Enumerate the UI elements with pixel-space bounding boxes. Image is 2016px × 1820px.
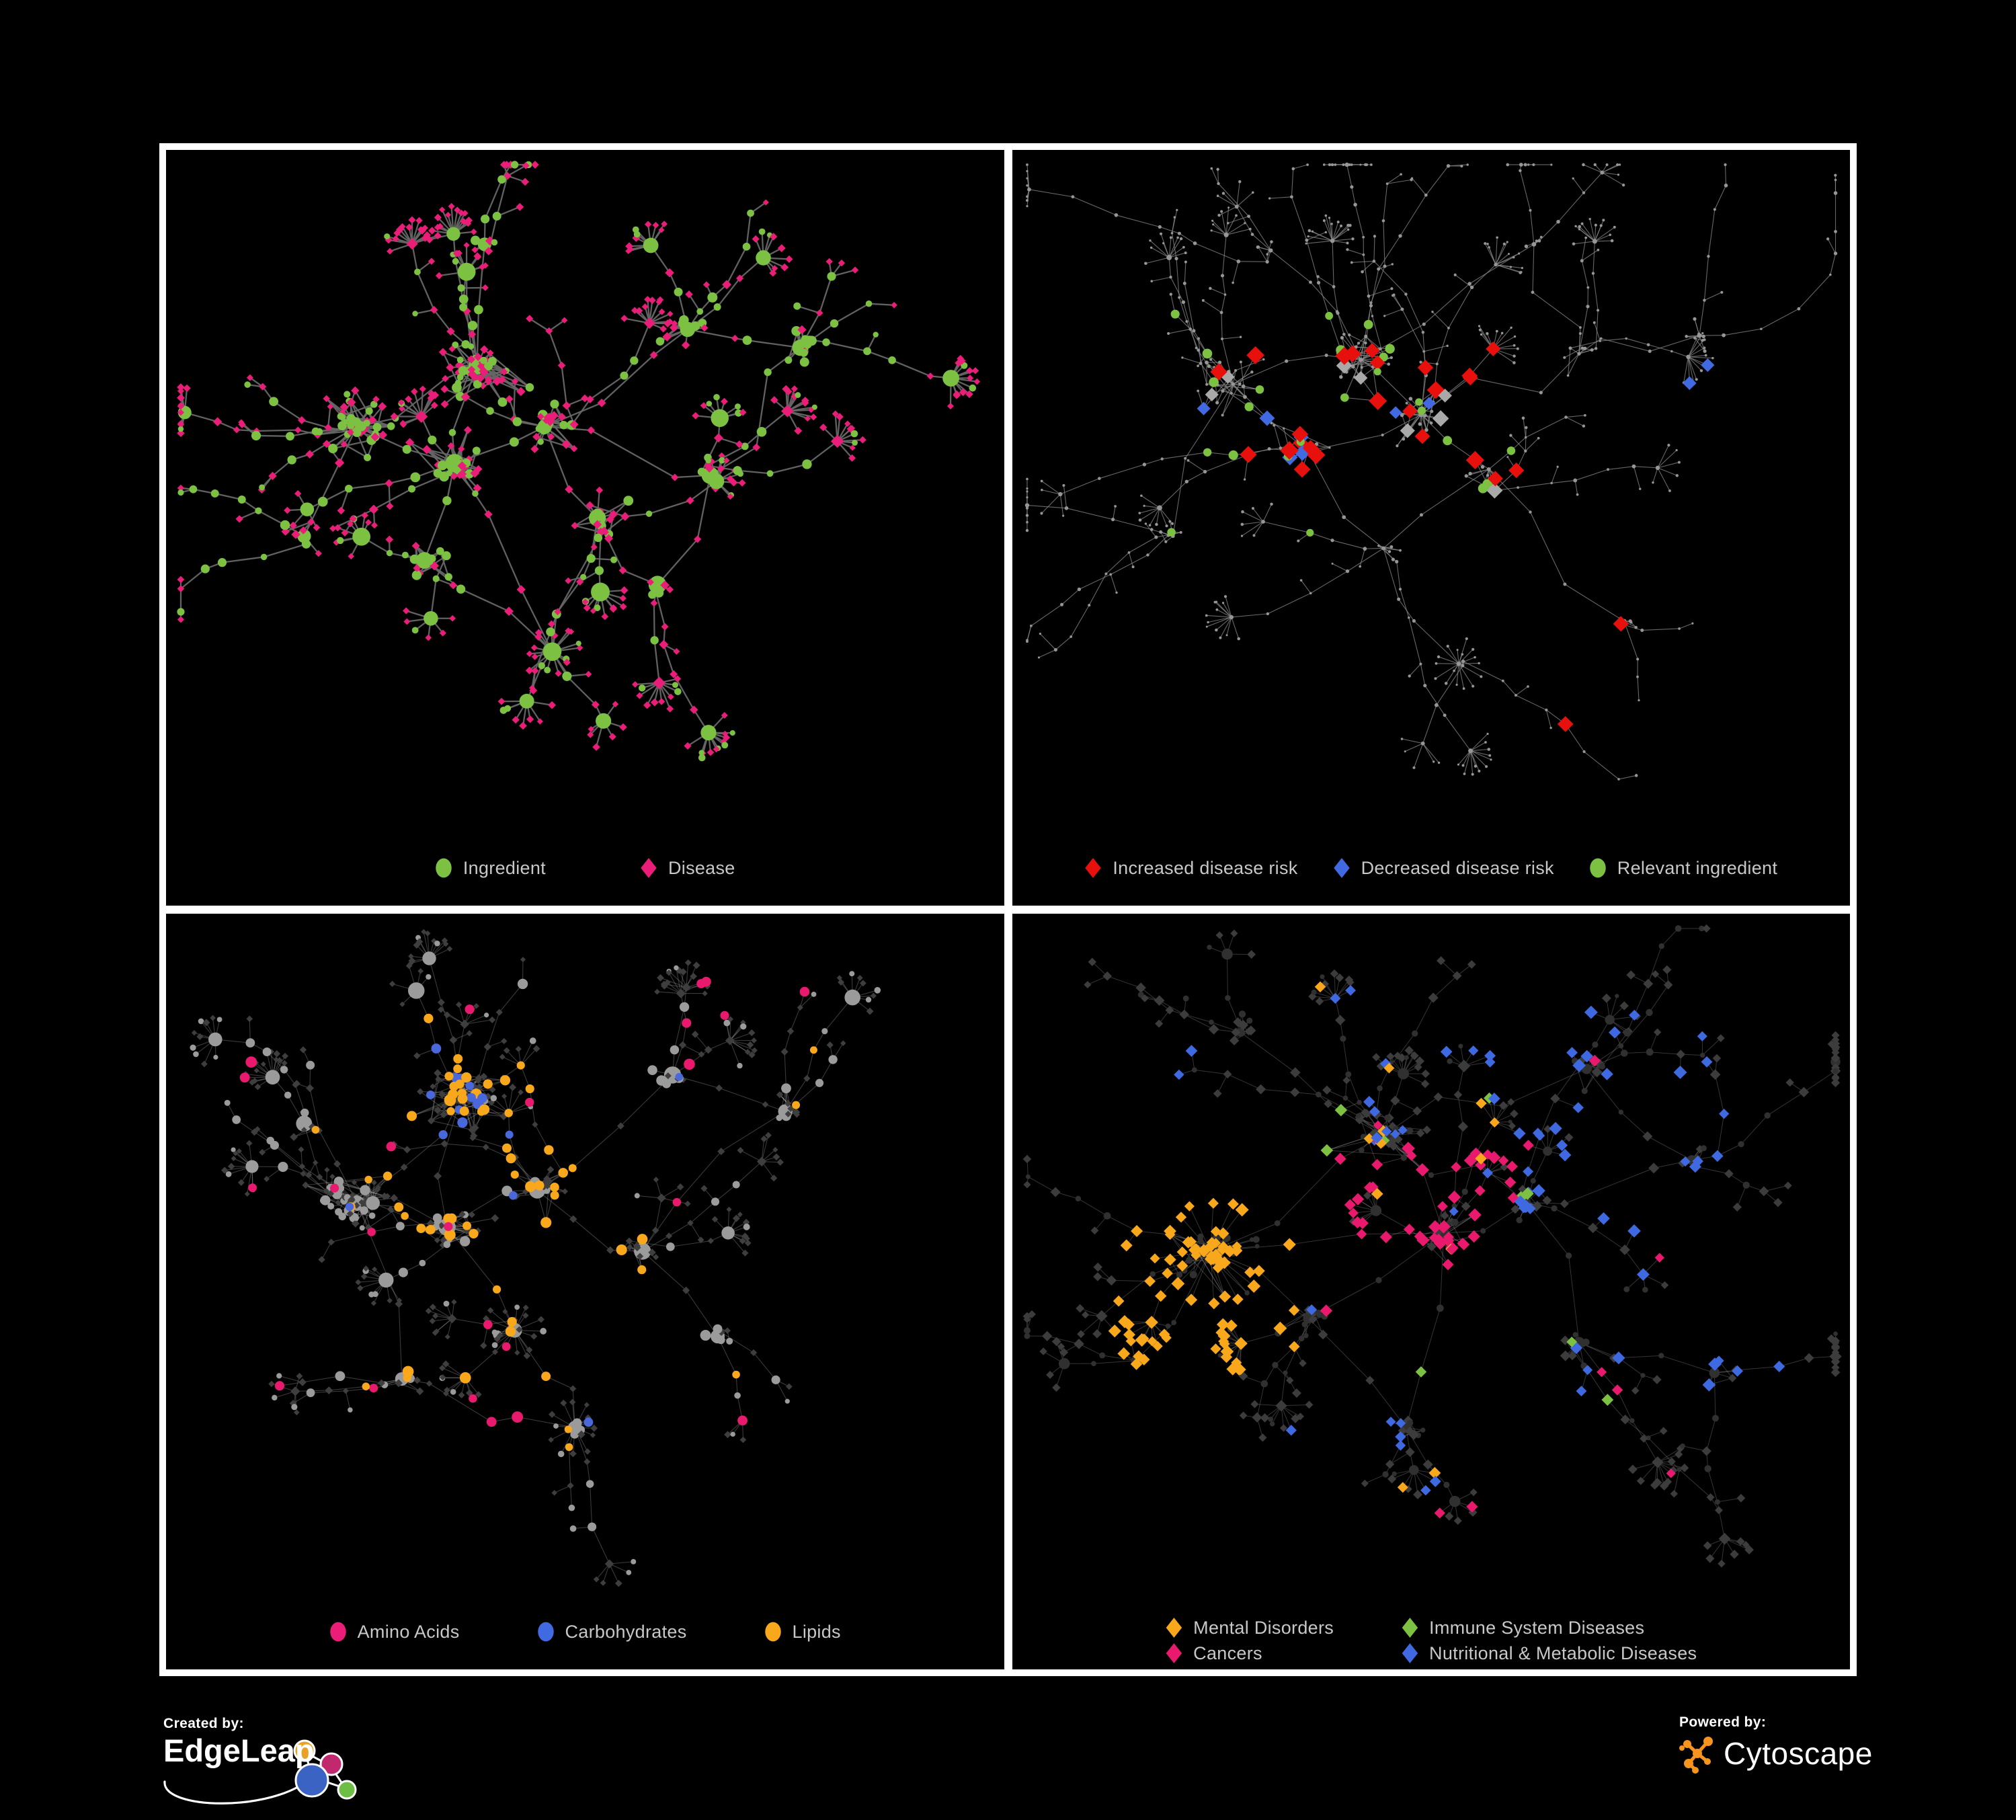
legend-label: Nutritional & Metabolic Diseases (1429, 1643, 1697, 1663)
legend-label: Decreased disease risk (1361, 857, 1554, 878)
legend-label: Lipids (792, 1621, 841, 1642)
legend-diamond-icon (1085, 858, 1102, 878)
network-ingredient-disease (177, 160, 981, 762)
panels-frame: Ingredient Disease Increased disease risk… (159, 143, 1857, 1676)
legend-label: Cancers (1193, 1643, 1262, 1663)
network-compound-classes (190, 928, 881, 1587)
legend-item-decreased-disease-risk: Decreased disease risk (1333, 857, 1554, 879)
panel-disease-categories: Mental Disorders Immune System Diseases Ca… (1012, 914, 1850, 1669)
edgeleap-brand: EdgeLeap (163, 1733, 315, 1768)
legend-diamond-icon (641, 858, 657, 878)
powered-by-label: Powered by: (1679, 1714, 1767, 1730)
legend-label: Ingredient (462, 857, 546, 878)
powered-by-block: Powered by: (1679, 1714, 1873, 1774)
legend-diamond-icon (1402, 1618, 1418, 1638)
created-by-label: Created by: (163, 1716, 244, 1731)
legend-label: Immune System Diseases (1429, 1617, 1645, 1638)
legend-ingredient-disease: Ingredient Disease (166, 857, 1004, 879)
network-disease-risk (1024, 162, 1837, 781)
legend-circle-icon (329, 1622, 346, 1642)
legend-diamond-icon (1402, 1643, 1418, 1663)
legend-label: Increased disease risk (1113, 857, 1298, 878)
legend-label: Amino Acids (357, 1621, 460, 1642)
legend-item-increased-disease-risk: Increased disease risk (1084, 857, 1297, 879)
legend-item-cancers: Cancers (1165, 1643, 1262, 1664)
network-disease-categories (1022, 924, 1842, 1568)
legend-diamond-icon (1333, 858, 1350, 878)
legend-diamond-icon (1166, 1618, 1182, 1638)
legend-disease-categories: Mental Disorders Immune System Diseases Ca… (1165, 1617, 1697, 1664)
panel-compound-classes: Amino Acids Carbohydrates Lipids (166, 914, 1004, 1669)
legend-item-ingredient: Ingredient (435, 857, 546, 879)
legend-circle-icon (537, 1622, 554, 1642)
legend-disease-risk: Increased disease risk Decreased disease … (1012, 857, 1851, 879)
legend-item-carbohydrates: Carbohydrates (537, 1621, 687, 1643)
legend-diamond-icon (1166, 1643, 1182, 1663)
panel-ingredient-disease: Ingredient Disease (166, 150, 1004, 906)
legend-compound-classes: Amino Acids Carbohydrates Lipids (166, 1621, 1004, 1643)
panel-disease-risk: Increased disease risk Decreased disease … (1012, 150, 1851, 906)
legend-item-relevant-ingredient: Relevant ingredient (1589, 857, 1777, 879)
legend-circle-icon (1590, 858, 1606, 878)
edgeleap-logo (163, 1739, 357, 1805)
legend-item-immune-system-diseases: Immune System Diseases (1401, 1617, 1644, 1638)
created-by-block: Created by: EdgeLeap (163, 1716, 446, 1805)
legend-label: Mental Disorders (1193, 1617, 1334, 1638)
legend-item-lipids: Lipids (764, 1621, 841, 1643)
legend-label: Relevant ingredient (1617, 857, 1778, 878)
cytoscape-brand: Cytoscape (1724, 1736, 1873, 1771)
legend-item-amino-acids: Amino Acids (329, 1621, 460, 1643)
legend-label: Disease (668, 857, 735, 878)
cytoscape-logo (1679, 1737, 1713, 1774)
legend-circle-icon (436, 858, 452, 878)
legend-item-disease: Disease (640, 857, 735, 879)
legend-circle-icon (764, 1622, 781, 1642)
legend-item-mental-disorders: Mental Disorders (1165, 1617, 1334, 1638)
legend-item-nutritional-metabolic-diseases: Nutritional & Metabolic Diseases (1401, 1643, 1697, 1664)
legend-label: Carbohydrates (565, 1621, 687, 1642)
